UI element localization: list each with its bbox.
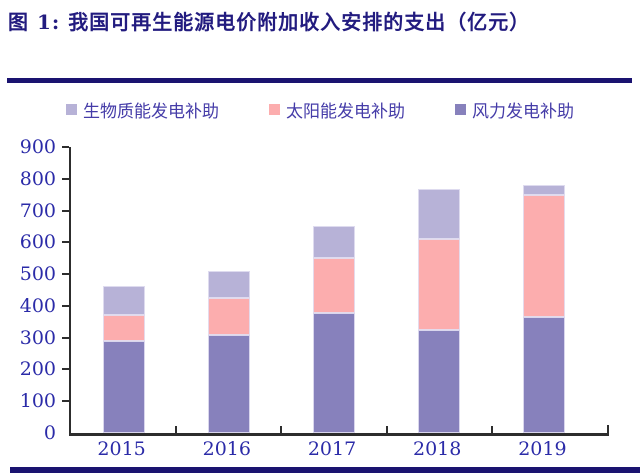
y-axis-label-200: 200	[19, 358, 56, 381]
legend-swatch-biomass-icon	[66, 104, 77, 115]
bar-segment-biomass-2017	[313, 226, 355, 258]
bar-segment-solar-2015	[102, 315, 145, 341]
bar-2016	[207, 271, 250, 433]
y-axis-tick	[62, 304, 69, 307]
x-axis-tick	[280, 426, 283, 433]
bar-2018	[418, 189, 461, 433]
legend-item-solar: 太阳能发电补助	[269, 97, 405, 122]
y-axis-label-500: 500	[19, 263, 56, 286]
x-axis-label-2017: 2017	[307, 438, 357, 460]
title-separator-rule	[7, 78, 632, 83]
bar-segment-solar-2016	[207, 298, 250, 335]
y-axis-label-800: 800	[19, 167, 56, 190]
bar-segment-biomass-2018	[418, 189, 461, 239]
y-axis-tick	[62, 241, 69, 244]
chart-legend: 生物质能发电补助 太阳能发电补助 风力发电补助	[0, 97, 640, 122]
y-axis-label-100: 100	[19, 390, 56, 413]
bar-segment-biomass-2016	[207, 271, 250, 298]
bar-segment-solar-2019	[523, 195, 566, 317]
bar-segment-solar-2018	[418, 239, 461, 330]
legend-swatch-wind-icon	[455, 104, 466, 115]
legend-item-wind: 风力发电补助	[455, 97, 574, 122]
y-axis-label-900: 900	[19, 136, 56, 158]
bar-2015	[102, 286, 145, 433]
y-axis-tick	[62, 336, 69, 339]
bar-segment-biomass-2019	[523, 185, 566, 195]
bar-segment-wind-2018	[418, 330, 461, 433]
y-axis-label-400: 400	[19, 294, 56, 317]
x-axis-labels: 2015 2016 2017 2018 2019	[69, 438, 607, 468]
x-axis-end-tick	[607, 425, 609, 433]
y-axis-labels: 0 100 200 300 400 500 600 700 800 900	[0, 136, 56, 444]
x-axis-tick	[175, 426, 178, 433]
x-axis-label-2019: 2019	[518, 438, 567, 460]
figure-title: 图 1: 我国可再生能源电价附加收入安排的支出（亿元）	[8, 10, 531, 34]
legend-label-biomass: 生物质能发电补助	[83, 102, 219, 122]
x-axis-tick	[490, 426, 493, 433]
x-axis-label-2016: 2016	[202, 438, 251, 460]
y-axis-label-600: 600	[19, 231, 56, 254]
x-axis-label-2015: 2015	[97, 438, 146, 460]
bottom-rule	[10, 467, 640, 473]
y-axis-tick	[62, 209, 69, 212]
bar-segment-wind-2015	[102, 341, 145, 433]
bar-segment-wind-2016	[207, 335, 250, 433]
legend-label-wind: 风力发电补助	[472, 102, 574, 122]
bar-2017	[313, 226, 355, 433]
stacked-bar-chart: 0 100 200 300 400 500 600 700 800 900	[0, 136, 640, 444]
y-axis-label-700: 700	[19, 199, 56, 222]
bar-2019	[523, 185, 566, 433]
y-axis-tick	[62, 273, 69, 276]
legend-swatch-solar-icon	[269, 104, 280, 115]
y-axis-tick	[62, 146, 69, 148]
y-axis-tick	[62, 368, 69, 371]
legend-item-biomass: 生物质能发电补助	[66, 97, 219, 122]
bar-segment-solar-2017	[313, 258, 355, 313]
y-axis-label-0: 0	[43, 422, 56, 444]
bar-segment-biomass-2015	[102, 286, 145, 315]
bar-segment-wind-2019	[523, 317, 566, 433]
x-axis-label-2018: 2018	[413, 438, 462, 460]
y-axis-tick	[62, 177, 69, 180]
y-axis-label-300: 300	[19, 326, 56, 349]
plot-area	[62, 146, 609, 436]
x-axis-tick	[385, 426, 388, 433]
bar-segment-wind-2017	[313, 313, 355, 433]
y-axis-tick	[62, 400, 69, 403]
legend-label-solar: 太阳能发电补助	[286, 102, 405, 122]
